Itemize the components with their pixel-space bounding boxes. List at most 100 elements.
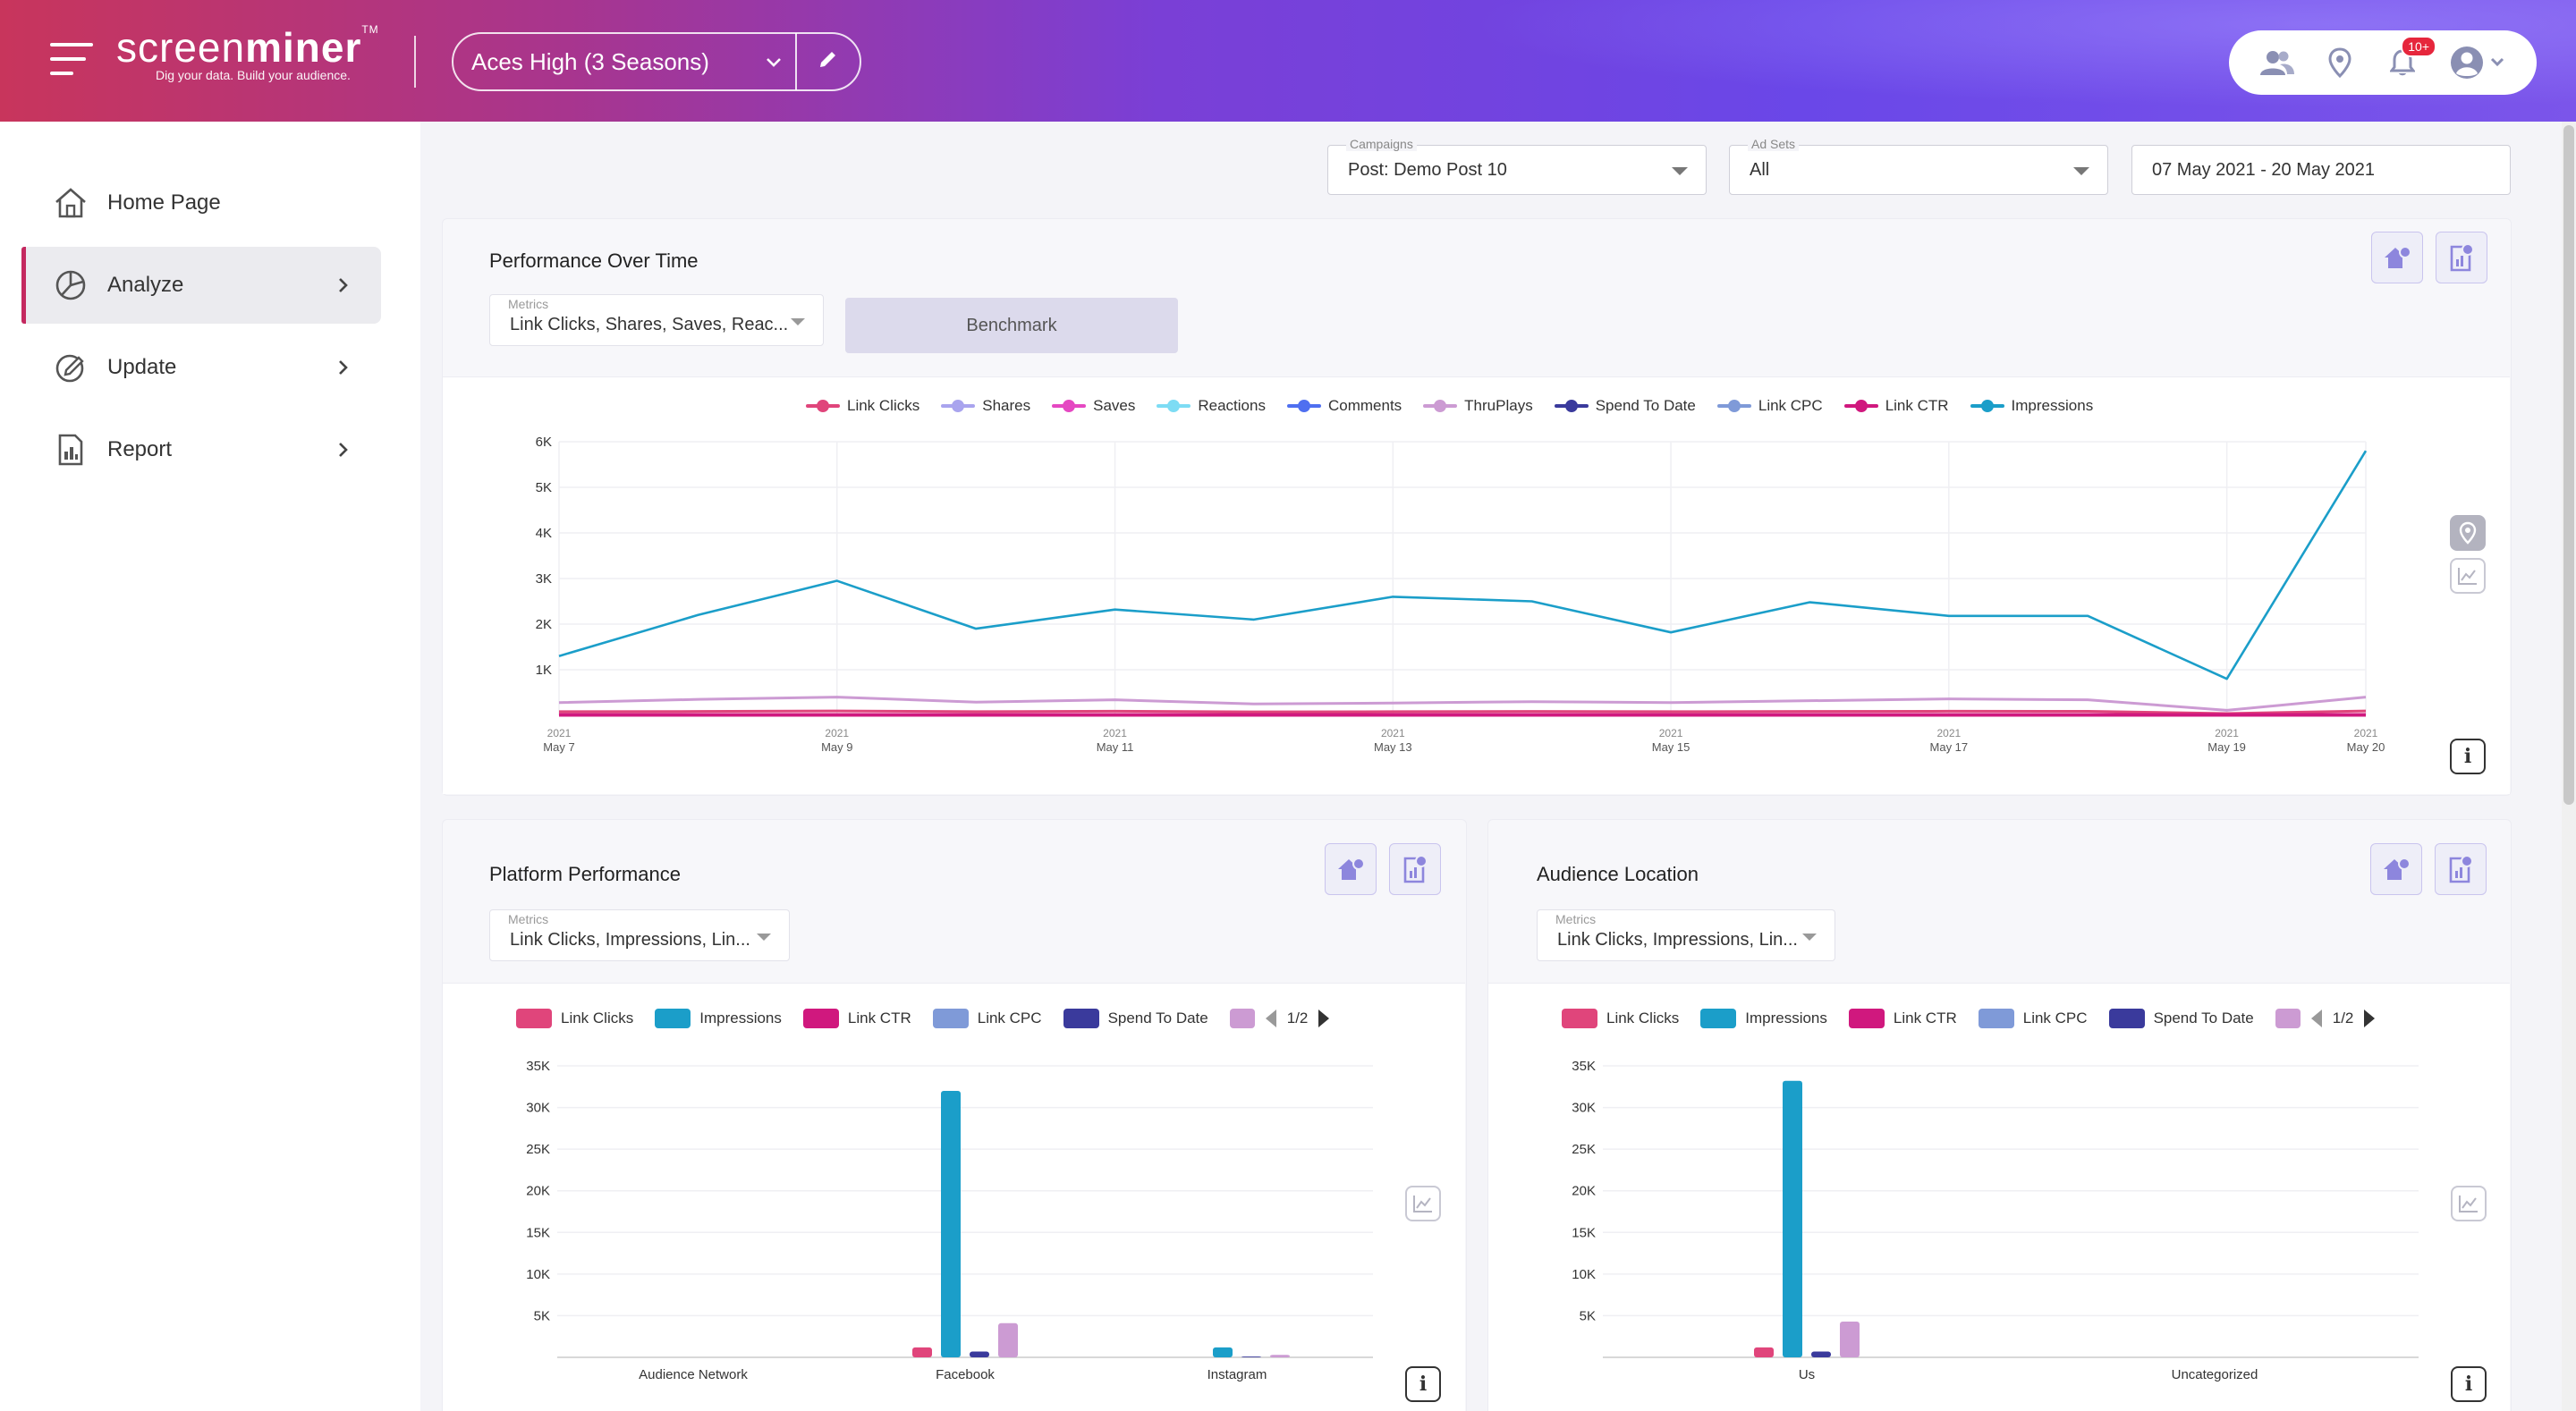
page-scrollbar-thumb[interactable] [2563,125,2574,805]
legend-link-clicks[interactable]: Link Clicks [1562,1009,1679,1028]
bar-spend-to-date [970,1351,989,1357]
benchmark-button[interactable]: Benchmark [845,298,1178,353]
platform-plot-area: Link Clicks Impressions Link CTR Link CP… [443,983,1465,1411]
home-icon [52,186,89,220]
bell-icon[interactable]: 10+ [2385,36,2436,80]
legend-impressions[interactable]: Impressions [1970,397,2093,415]
legend-swatch [932,1009,969,1028]
legend-spend-to-date[interactable]: Spend To Date [2108,1009,2254,1028]
y-tick-label: 30K [1572,1101,1596,1116]
legend-link-clicks[interactable]: Link Clicks [806,397,919,415]
legend-label: Link CTR [1885,397,1949,414]
legend-swatch [516,1009,552,1028]
brand-bold: miner [245,24,362,71]
y-tick-label: 6K [536,435,552,450]
sidebar-item-report[interactable]: Report [21,411,381,488]
legend-swatch [1970,400,2004,412]
chart-type-button[interactable] [2450,558,2486,594]
location-filter-button[interactable] [2450,515,2486,551]
legend-spend-to-date[interactable]: Spend To Date [1063,1009,1208,1028]
chevron-right-icon [338,436,349,464]
pie-chart-icon [52,269,89,301]
legend-reactions[interactable]: Reactions [1157,397,1266,415]
legend-comments[interactable]: Comments [1286,397,1402,415]
legend-thruplays[interactable]: ThruPlays [1423,397,1533,415]
sidebar-item-analyze[interactable]: Analyze [21,247,381,324]
legend-link-clicks[interactable]: Link Clicks [516,1009,633,1028]
legend-link-ctr[interactable]: Link CTR [1843,397,1949,415]
previous-page-icon[interactable] [1265,1010,1276,1027]
metrics-label: Metrics [508,912,549,926]
add-to-home-button[interactable] [1325,843,1377,895]
y-tick-label: 35K [1572,1059,1596,1074]
legend-impressions[interactable]: Impressions [655,1009,782,1028]
platform-metrics-select[interactable]: Metrics Link Clicks, Impressions, Lin... [489,909,790,961]
x-tick-year: 2021 [2354,727,2378,739]
audience-bar-chart: 5K 10K 15K 20K 25K 30K 35K Us Uncategorized [1572,1059,2419,1382]
adsets-select[interactable]: Ad Sets All [1729,137,2108,195]
legend-link-cpc[interactable]: Link CPC [932,1009,1042,1028]
legend-impressions[interactable]: Impressions [1700,1009,1827,1028]
legend-link-ctr[interactable]: Link CTR [1848,1009,1957,1028]
next-page-icon[interactable] [1318,1010,1330,1027]
audience-card: Audience Location Metrics Link Clicks, I… [1487,819,2512,1411]
info-icon[interactable]: i [2451,1366,2487,1402]
sidebar-item-update[interactable]: Update [21,329,381,406]
project-selector[interactable]: Aces High (3 Seasons) [452,32,861,91]
menu-icon[interactable] [50,43,93,75]
account-icon[interactable] [2447,45,2510,80]
performance-metrics-select[interactable]: Metrics Link Clicks, Shares, Saves, Reac… [489,294,824,346]
legend-swatch [1052,400,1087,412]
report-plus-icon [1403,855,1428,883]
y-tick-label: 10K [1572,1267,1596,1282]
x-tick-label: May 15 [1652,740,1690,754]
add-to-report-button[interactable] [2435,843,2487,895]
y-tick-label: 4K [536,526,552,541]
next-page-icon[interactable] [2364,1010,2376,1027]
legend-link-ctr[interactable]: Link CTR [802,1009,911,1028]
x-tick-label: May 17 [1930,740,1969,754]
legend-swatch [1978,1009,2014,1028]
legend-shares[interactable]: Shares [941,397,1030,415]
project-selector-divider [795,33,797,90]
legend-saves[interactable]: Saves [1052,397,1135,415]
chart-type-button[interactable] [2451,1186,2487,1221]
add-to-home-button[interactable] [2370,843,2422,895]
audience-metrics-select[interactable]: Metrics Link Clicks, Impressions, Lin... [1537,909,1835,961]
add-to-home-button[interactable] [2371,232,2423,283]
legend-swatch-thruplays[interactable] [1229,1009,1255,1028]
legend-label: Shares [982,397,1031,414]
info-icon[interactable]: i [2450,739,2486,774]
legend-spend-to-date[interactable]: Spend To Date [1554,397,1696,415]
previous-page-icon[interactable] [2310,1010,2322,1027]
chevron-down-icon[interactable] [752,50,795,73]
x-tick-label: May 13 [1374,740,1412,754]
add-to-report-button[interactable] [1389,843,1441,895]
legend-swatch-thruplays[interactable] [2275,1009,2301,1028]
platform-legend: Link Clicks Impressions Link CTR Link CP… [516,1009,1340,1028]
campaigns-label: Campaigns [1346,137,1417,151]
legend-swatch [1848,1009,1885,1028]
sidebar: Home Page Analyze Update Report [0,122,420,1411]
campaigns-select[interactable]: Campaigns Post: Demo Post 10 [1327,137,1707,195]
location-pin-icon[interactable] [2322,45,2358,80]
series-line-thruplays [558,696,2367,712]
users-icon[interactable] [2259,45,2295,80]
legend-page-indicator: 1/2 [2332,1010,2354,1027]
legend-swatch [806,400,840,412]
legend-swatch [1716,400,1751,412]
sidebar-item-home[interactable]: Home Page [21,165,381,241]
legend-label: Spend To Date [1107,1010,1208,1027]
pencil-icon[interactable] [797,47,860,76]
x-tick-label: May 7 [543,740,574,754]
caret-down-icon [791,318,805,325]
line-chart-icon [1413,1196,1432,1212]
add-to-report-button[interactable] [2436,232,2487,283]
x-tick-label: May 11 [1097,740,1134,754]
info-icon[interactable]: i [1405,1366,1441,1402]
legend-link-cpc[interactable]: Link CPC [1978,1009,2088,1028]
x-tick-year: 2021 [2215,727,2239,739]
date-range-input[interactable]: 07 May 2021 - 20 May 2021 [2131,145,2511,195]
legend-link-cpc[interactable]: Link CPC [1716,397,1823,415]
chart-type-button[interactable] [1405,1186,1441,1221]
